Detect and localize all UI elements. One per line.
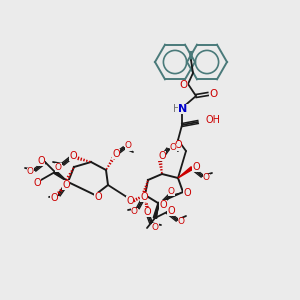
Text: O: O [69,151,77,161]
Text: O: O [124,142,131,151]
Text: O: O [174,140,182,151]
Text: O: O [112,149,120,159]
Text: O: O [55,163,62,172]
Text: O: O [62,180,70,190]
Polygon shape [54,171,68,182]
Text: O: O [167,187,175,196]
Text: OH: OH [206,115,221,125]
Text: O: O [50,193,58,203]
Text: O: O [178,218,184,226]
Text: O: O [167,206,175,216]
Polygon shape [153,203,158,218]
Text: O: O [37,156,45,166]
Text: O: O [33,178,41,188]
Text: O: O [209,89,217,99]
Text: O: O [50,194,58,202]
Text: O: O [180,80,188,90]
Text: H: H [173,104,181,114]
Text: O: O [169,143,176,152]
Text: O: O [143,207,151,217]
Text: O: O [130,208,137,217]
Text: O: O [94,192,102,202]
Text: O: O [26,167,34,176]
Text: O: O [192,162,200,172]
Text: N: N [178,104,188,114]
Text: O: O [159,200,167,210]
Text: O: O [126,196,134,206]
Text: O: O [202,173,209,182]
Polygon shape [178,167,193,178]
Text: O: O [183,188,191,198]
Text: O: O [158,151,166,161]
Text: O: O [152,223,158,232]
Text: O: O [140,192,148,202]
